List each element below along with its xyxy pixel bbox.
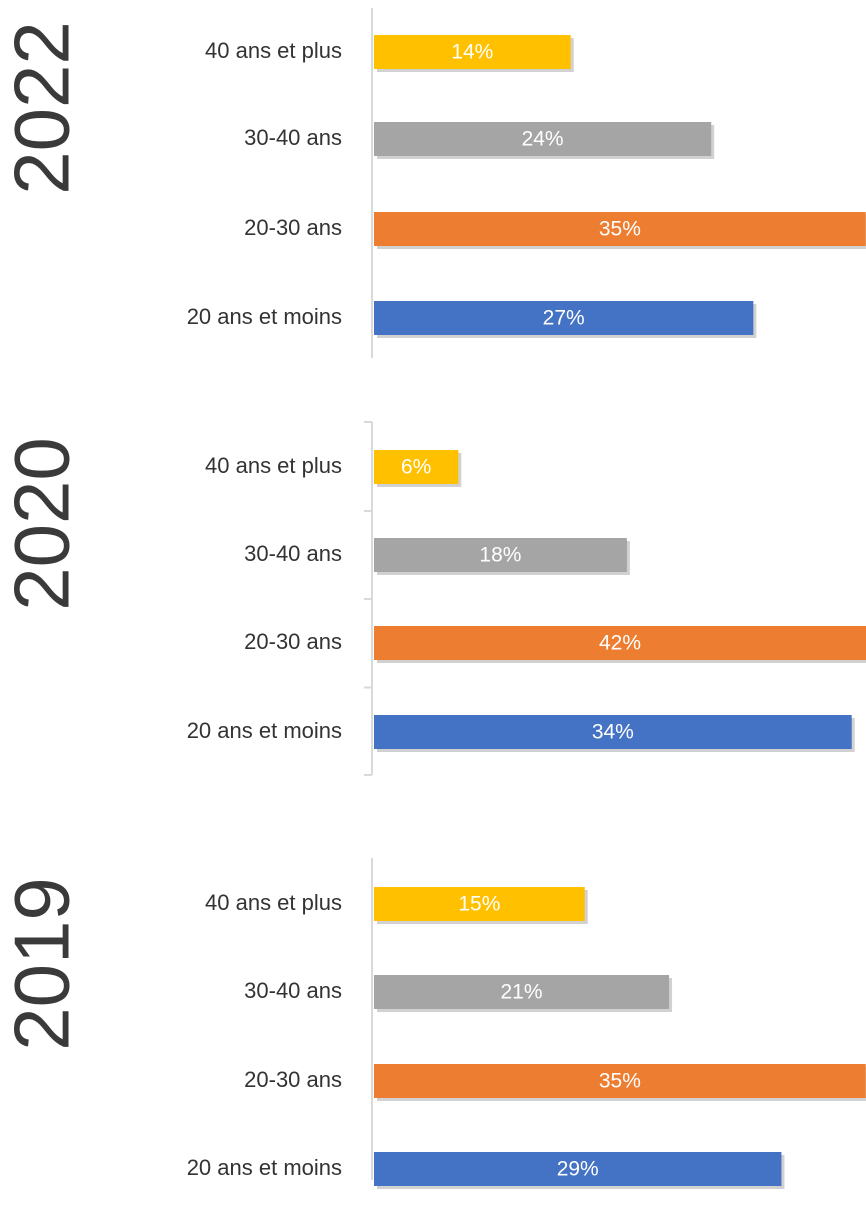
chart-title: 2019 xyxy=(0,877,86,1051)
data-label: 35% xyxy=(599,218,641,241)
data-label: 15% xyxy=(458,893,500,916)
category-label: 40 ans et plus xyxy=(205,890,342,915)
bar xyxy=(374,450,459,484)
chart-2020: 2020 40 ans et plus 6% 30-40 ans 18% 20-30 an… xyxy=(0,421,866,776)
chart-2019: 2019 40 ans et plus 15% 30-40 ans 21% 20-30 a… xyxy=(0,858,866,1189)
bar xyxy=(374,626,866,660)
bar xyxy=(374,1152,782,1186)
category-label: 30-40 ans xyxy=(244,541,342,566)
category-label: 20-30 ans xyxy=(244,629,342,654)
bar xyxy=(374,212,866,246)
category-label: 20 ans et moins xyxy=(187,718,342,743)
category-label: 20 ans et moins xyxy=(187,304,342,329)
bar xyxy=(374,301,754,335)
data-label: 29% xyxy=(557,1158,599,1181)
category-label: 20 ans et moins xyxy=(187,1155,342,1180)
category-label: 40 ans et plus xyxy=(205,453,342,478)
category-label: 40 ans et plus xyxy=(205,38,342,63)
bar xyxy=(374,715,852,749)
category-label: 30-40 ans xyxy=(244,125,342,150)
data-label: 21% xyxy=(501,981,543,1004)
data-label: 18% xyxy=(479,544,521,567)
data-label: 24% xyxy=(522,128,564,151)
category-label: 20-30 ans xyxy=(244,215,342,240)
data-label: 6% xyxy=(401,456,431,479)
data-label: 14% xyxy=(451,41,493,64)
bar xyxy=(374,122,712,156)
data-label: 35% xyxy=(599,1070,641,1093)
data-label: 34% xyxy=(592,721,634,744)
bar xyxy=(374,1064,866,1098)
data-label: 42% xyxy=(599,632,641,655)
category-label: 20-30 ans xyxy=(244,1067,342,1092)
chart-2022: 2022 40 ans et plus 14% 30-40 ans 24% 20-30 a… xyxy=(0,8,866,358)
bar xyxy=(374,975,670,1009)
category-label: 30-40 ans xyxy=(244,978,342,1003)
bar xyxy=(374,35,571,69)
chart-title: 2020 xyxy=(0,437,86,611)
chart-title: 2022 xyxy=(0,21,86,195)
bar xyxy=(374,538,627,572)
bar xyxy=(374,887,585,921)
data-label: 27% xyxy=(543,307,585,330)
